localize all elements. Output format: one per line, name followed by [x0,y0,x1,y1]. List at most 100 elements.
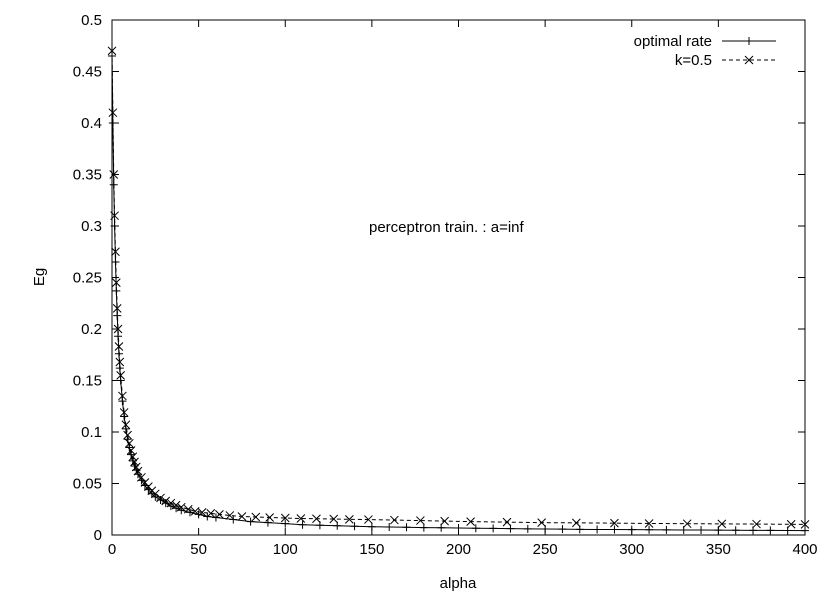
series-0-point-62 [697,526,706,535]
series-1-point-18 [130,457,139,467]
series-1-point-56 [717,519,727,529]
series-1-point-26 [156,493,165,503]
series-1-point-55 [682,519,692,529]
series-1-point-1 [108,108,118,118]
series-1-point-57 [752,519,761,529]
series-1-point-8 [114,342,124,351]
series-1-point-37 [237,512,247,521]
series-1-point-39 [265,513,275,522]
series-1-point-44 [344,514,354,524]
y-tick-label-8: 0.4 [81,115,102,132]
x-tick-label-6: 300 [619,541,644,558]
series-line-0 [111,56,806,532]
y-tick-label-4: 0.2 [81,321,102,338]
series-1-point-46 [390,515,399,525]
series-1-point-36 [225,511,235,520]
series-1-point-31 [183,504,193,514]
series-0-point-39 [298,520,307,529]
series-1-point-28 [166,498,176,508]
x-tick-label-1: 50 [190,541,207,558]
series-1-point-54 [644,519,654,528]
series-1-point-48 [440,516,449,526]
y-tick-label-7: 0.35 [73,167,102,184]
series-1-point-11 [118,391,127,401]
series-1-point-21 [137,472,146,482]
y-tick-label-3: 0.15 [73,373,102,390]
legend-marker-0 [745,37,753,45]
x-tick-label-4: 200 [446,541,471,558]
series-1-point-6 [112,304,122,313]
legend-label-1: k=0.5 [675,52,712,69]
series-1-point-16 [126,446,136,455]
series-1-point-43 [329,514,339,524]
series-0-point-11 [118,397,127,406]
series-0-point-48 [454,523,463,532]
series-0-point-44 [385,522,394,531]
series-1-point-30 [176,502,186,512]
series-line-1 [111,50,806,525]
tick-marks [111,19,806,536]
series-1-point-42 [312,514,321,524]
series-0-point-50 [489,524,498,533]
series-1-point-20 [133,466,143,476]
series-1-point-49 [466,517,475,526]
series-1-point-51 [537,518,547,527]
series-0-point-54 [558,525,567,534]
series-1-point-40 [280,513,290,523]
series-1-point-53 [610,518,619,528]
series-1-point-0 [107,46,117,56]
x-tick-label-7: 350 [706,541,731,558]
series-1-point-27 [161,496,171,506]
series-1-point-10 [116,370,126,380]
series-0-point-52 [523,524,532,533]
legend: optimal rate k=0.5 [634,33,776,69]
x-tick-label-8: 400 [792,541,817,558]
series-1-point-3 [110,211,119,221]
series-0-point-60 [662,525,671,534]
series-1-point-50 [502,517,512,527]
x-tick-label-2: 100 [273,541,298,558]
y-tick-label-2: 0.1 [81,424,102,441]
series-1-point-2 [109,170,119,179]
series-0-point-38 [281,519,290,528]
legend-marker-1 [744,55,754,65]
series-1-point-34 [206,509,216,518]
series-1-point-25 [150,489,160,499]
y-tick-label-0: 0 [94,527,102,544]
series-1-point-14 [123,430,132,440]
series-0-point-45 [402,523,411,532]
series-1-point-9 [115,357,125,367]
series-1-point-15 [124,438,134,448]
x-axis-label: alpha [440,575,477,591]
series-0 [108,52,809,535]
x-tick-label-0: 0 [108,541,116,558]
series-1-point-7 [113,324,123,334]
x-tick-label-5: 250 [533,541,558,558]
series-0-point-31 [185,508,194,517]
series-0-point-46 [419,523,428,532]
tick-labels: 0 50 100 150 200 250 300 350 400 0 0.05 0.1 0.15 0.2 0… [73,12,818,558]
series-1-point-12 [119,408,129,417]
y-tick-label-10: 0.5 [81,12,102,29]
series-1-point-45 [364,515,373,524]
series-1-point-29 [171,500,181,510]
series-0-point-49 [471,524,480,533]
series-1-point-47 [416,516,425,525]
series-1-point-17 [128,452,138,462]
plot-frame [111,19,806,536]
series-0-point-66 [766,526,775,535]
series-0-point-57 [610,525,619,534]
y-tick-label-6: 0.3 [81,218,102,235]
x-tick-label-3: 150 [359,541,384,558]
series-0-point-56 [593,525,602,534]
series-1-point-13 [121,420,131,430]
legend-label-0: optimal rate [634,33,712,50]
series-0-point-42 [350,522,359,531]
series-1-point-59 [800,520,810,529]
series-1-point-41 [296,514,306,523]
series-0-point-64 [731,526,740,535]
series-0-point-36 [246,517,255,526]
series-1-point-38 [251,512,261,522]
series-1-point-33 [197,507,207,517]
